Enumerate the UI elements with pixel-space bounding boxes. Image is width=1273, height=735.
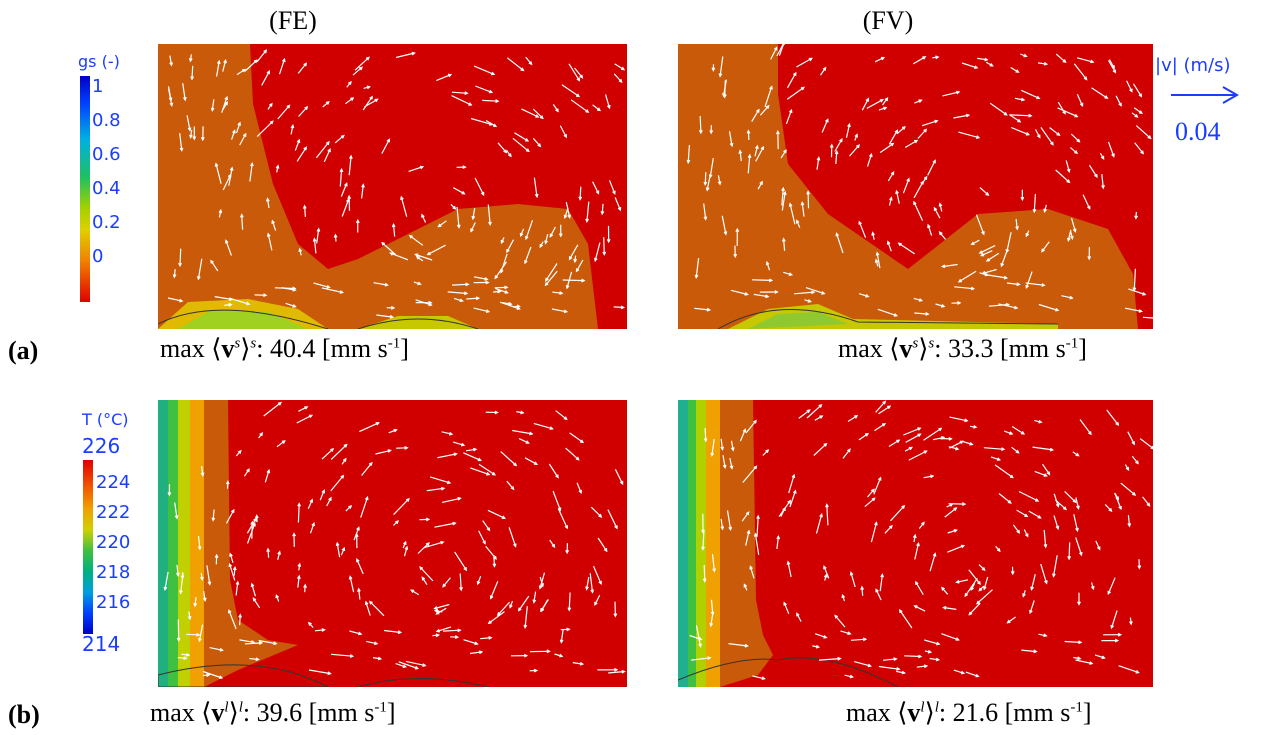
- row-label-b: (b): [8, 700, 40, 730]
- velocity-vector: [563, 280, 585, 281]
- caption-exponent: -1: [1066, 335, 1079, 351]
- caption-exponent: -1: [374, 699, 387, 715]
- velocity-vector: [1069, 542, 1070, 559]
- caption-vector: v: [899, 334, 912, 363]
- caption-text: max ⟨: [160, 334, 221, 363]
- caption-text: ]: [1083, 698, 1092, 727]
- caption-a-fe: max ⟨vs⟩s: 40.4 [mm s-1]: [160, 334, 409, 364]
- velocity-vector: [452, 284, 468, 285]
- caption-exponent: -1: [1070, 699, 1083, 715]
- caption-b-fe: max ⟨vl⟩l: 39.6 [mm s-1]: [150, 698, 396, 728]
- colorbar-gs-tick: 1: [92, 76, 103, 97]
- caption-exponent: -1: [388, 335, 401, 351]
- caption-text: max ⟨: [846, 698, 907, 727]
- colorbar-temperature-gradient: [83, 460, 93, 634]
- velocity-vector: [482, 100, 498, 101]
- colorbar-temperature-tick: 220: [96, 532, 130, 553]
- velocity-vector: [700, 116, 701, 133]
- caption-text: : 33.3 [mm s: [934, 334, 1065, 363]
- velocity-scale: |v| (m/s) 0.04: [1155, 55, 1255, 155]
- colorbar-temperature-tick: 216: [96, 592, 130, 613]
- caption-text: ⟩: [229, 698, 239, 727]
- colorbar-gs-tick: 0.6: [92, 144, 121, 165]
- colorbar-gs-gradient: [80, 76, 90, 302]
- velocity-vector: [752, 280, 772, 281]
- colorbar-gs-tick: 0.2: [92, 212, 121, 233]
- panel-b-fv: [678, 400, 1153, 687]
- caption-text: max ⟨: [150, 698, 211, 727]
- caption-vector: v: [907, 698, 920, 727]
- velocity-vector: [252, 522, 253, 539]
- caption-text: ]: [387, 698, 396, 727]
- row-label-a: (a): [8, 336, 38, 366]
- column-title-fv: (FV): [788, 6, 988, 36]
- colorbar-gs-tick: 0.4: [92, 178, 121, 199]
- caption-text: ]: [1078, 334, 1087, 363]
- colorbar-temperature-tick: 224: [96, 472, 130, 493]
- colorbar-gs-tick: 0.8: [92, 110, 121, 131]
- colorbar-temperature-top-label: 226: [82, 434, 120, 458]
- caption-text: ⟩: [918, 334, 928, 363]
- caption-b-fv: max ⟨vl⟩l: 21.6 [mm s-1]: [846, 698, 1092, 728]
- caption-text: : 40.4 [mm s: [256, 334, 387, 363]
- column-title-fe: (FE): [193, 6, 393, 36]
- colorbar-temperature-tick: 218: [96, 562, 130, 583]
- caption-text: ]: [400, 334, 409, 363]
- velocity-vector: [704, 565, 705, 582]
- velocity-vector: [298, 504, 299, 523]
- caption-vector: v: [221, 334, 234, 363]
- caption-text: ⟩: [925, 698, 935, 727]
- velocity-vector: [180, 249, 181, 266]
- colorbar-gs: gs (-) 1 0.8 0.6 0.4 0.2 0: [78, 52, 138, 262]
- panel-b-fe: [158, 400, 627, 687]
- velocity-vector: [604, 237, 605, 254]
- colorbar-temperature-bottom-label: 214: [82, 632, 120, 656]
- panel-a-fv: [678, 44, 1153, 329]
- caption-a-fv: max ⟨vs⟩s: 33.3 [mm s-1]: [838, 334, 1087, 364]
- colorbar-temperature: T (°C) 226 224 222 220 218 216 214: [80, 410, 150, 670]
- velocity-scale-title: |v| (m/s): [1155, 55, 1231, 76]
- colorbar-temperature-tick: 222: [96, 502, 130, 523]
- velocity-vector: [904, 656, 921, 657]
- velocity-scale-value: 0.04: [1175, 117, 1221, 147]
- contour-plot: [678, 400, 1153, 687]
- contour-plot: [158, 400, 627, 687]
- caption-text: : 21.6 [mm s: [939, 698, 1070, 727]
- panel-a-fe: [158, 44, 627, 329]
- colorbar-gs-title: gs (-): [78, 52, 120, 71]
- caption-text: : 39.6 [mm s: [243, 698, 374, 727]
- caption-text: ⟩: [240, 334, 250, 363]
- contour-plot: [158, 44, 627, 329]
- velocity-arrow-icon: [1169, 83, 1241, 107]
- contour-plot: [678, 44, 1153, 329]
- caption-vector: v: [211, 698, 224, 727]
- colorbar-gs-tick: 0: [92, 246, 103, 267]
- caption-text: max ⟨: [838, 334, 899, 363]
- colorbar-temperature-title: T (°C): [82, 410, 129, 429]
